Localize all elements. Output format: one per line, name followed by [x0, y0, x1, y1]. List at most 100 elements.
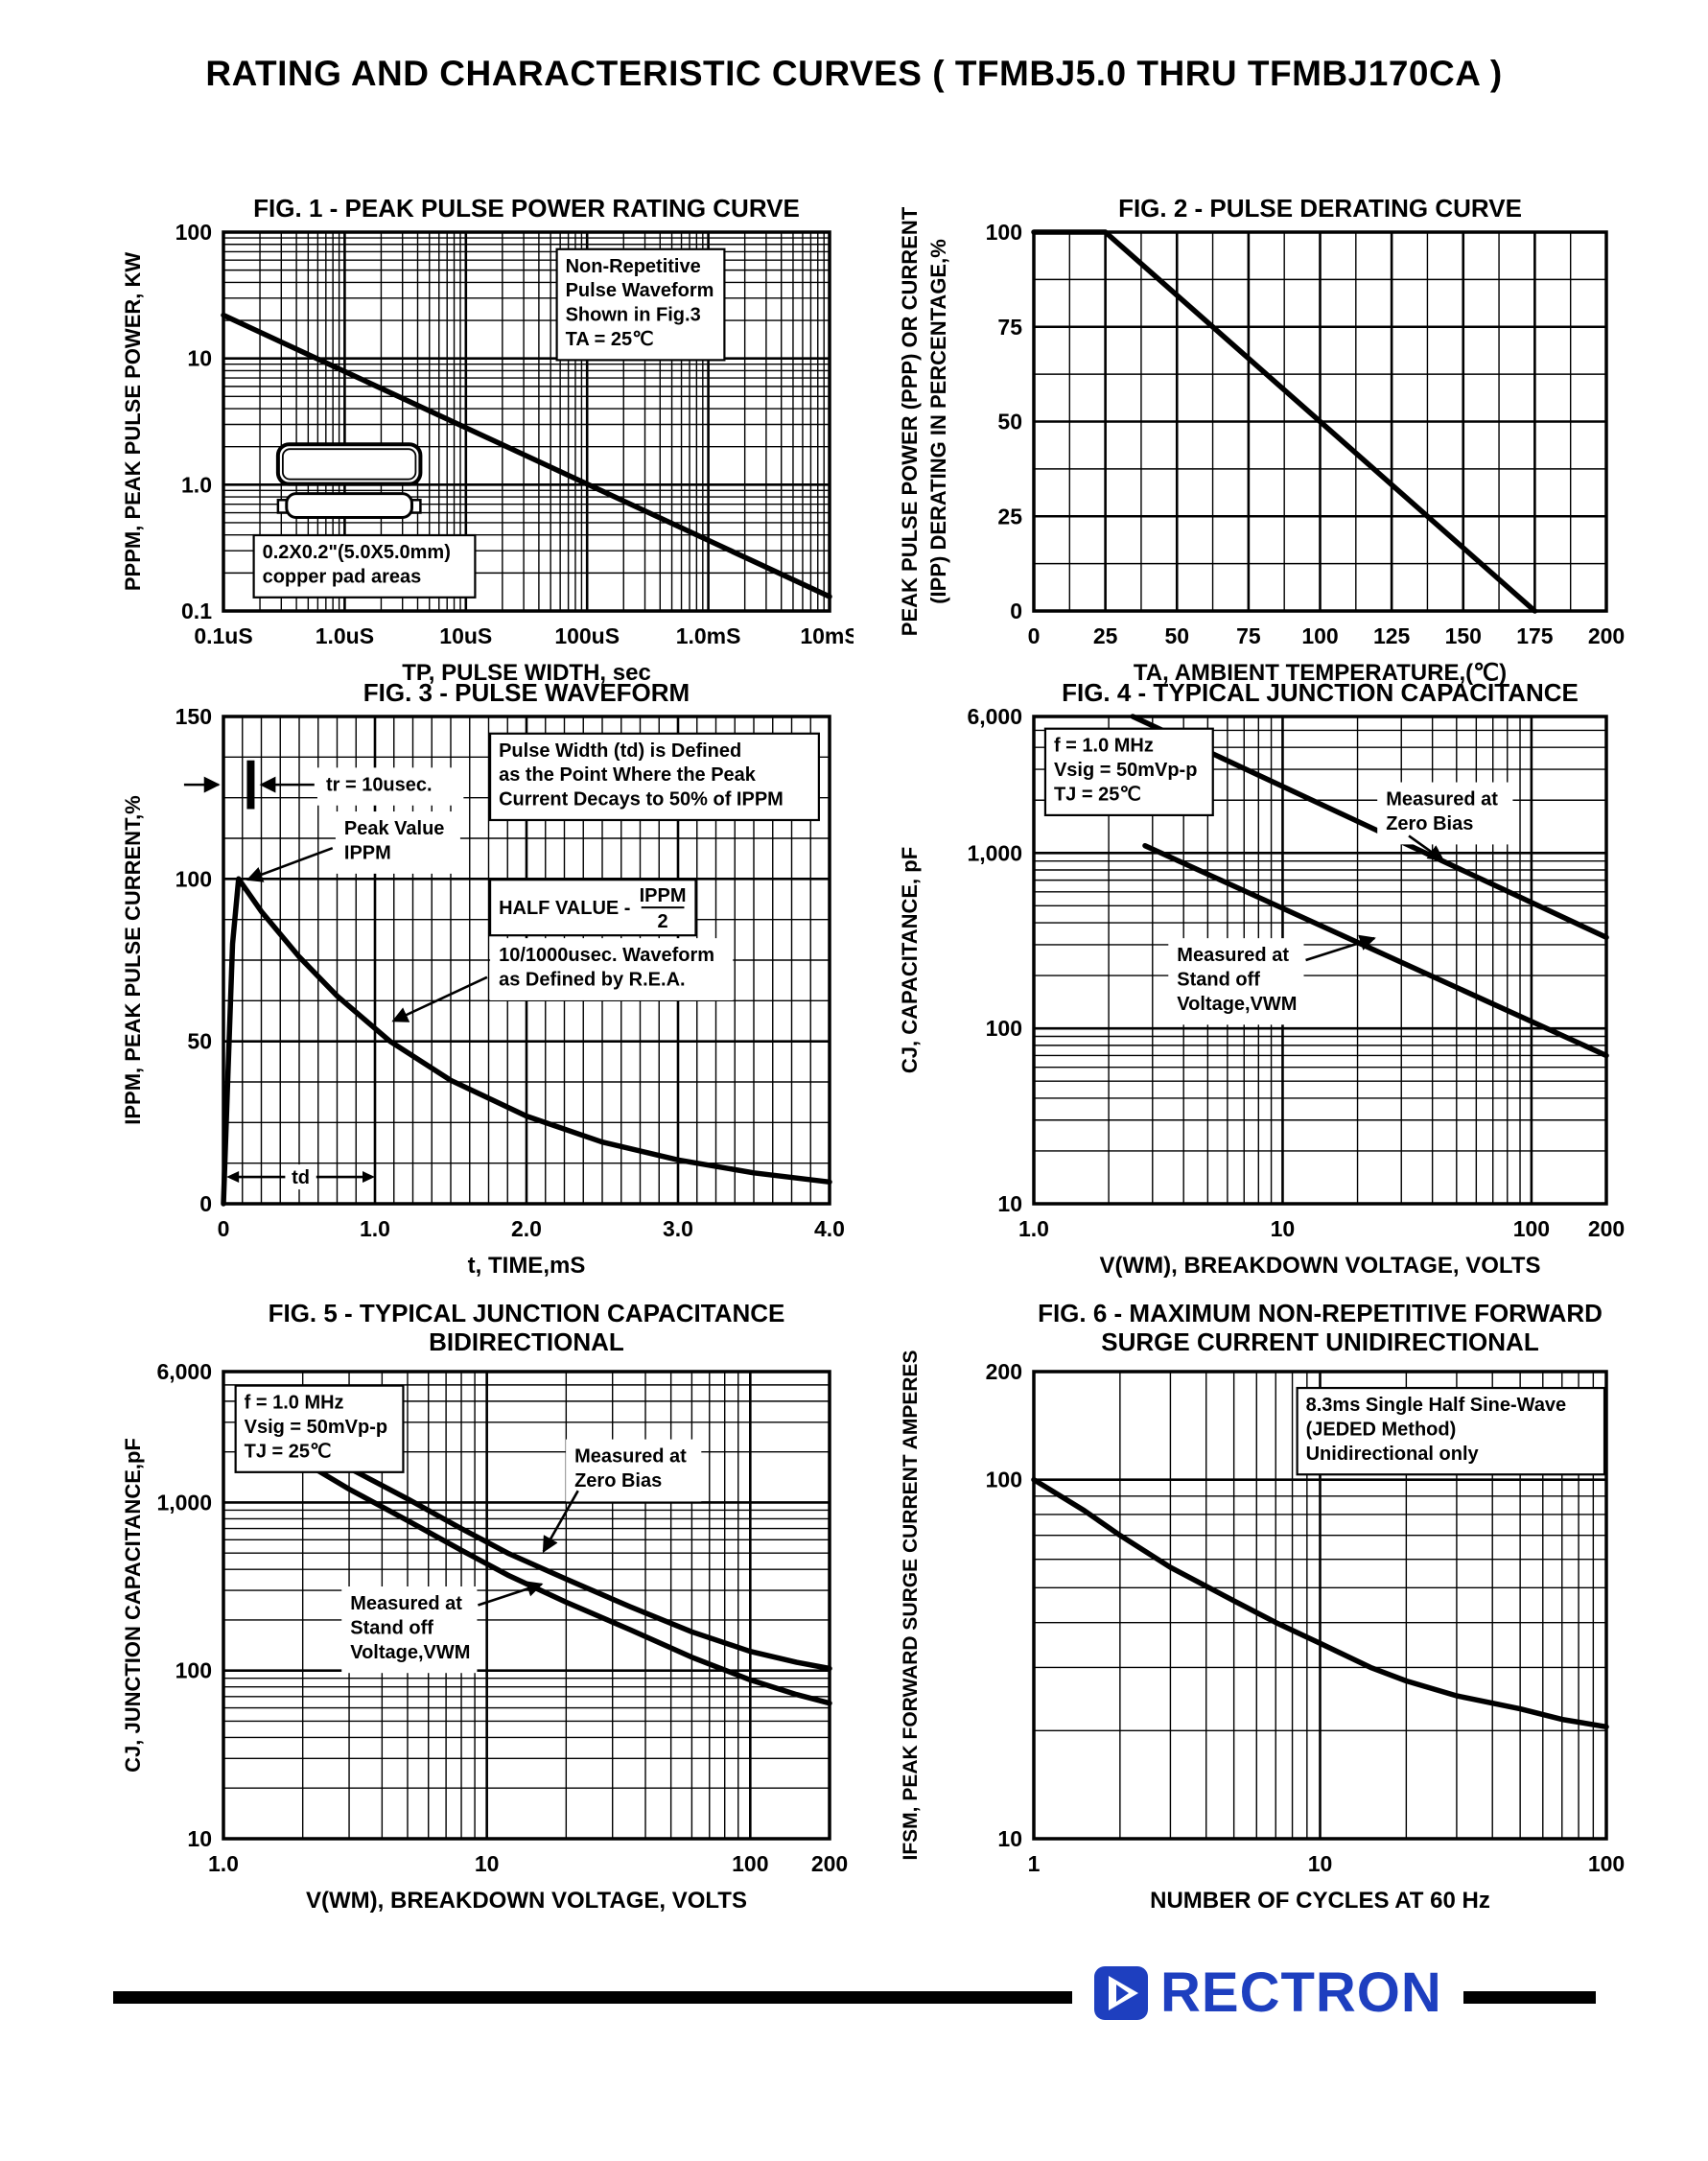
svg-text:IPPM: IPPM	[344, 842, 391, 863]
svg-text:(JEDED Method): (JEDED Method)	[1306, 1419, 1457, 1440]
x-tick-label: 100	[1513, 1216, 1550, 1241]
svg-text:Measured at: Measured at	[1177, 945, 1289, 966]
svg-text:Stand off: Stand off	[1177, 970, 1260, 991]
svg-text:Voltage,VWM: Voltage,VWM	[350, 1642, 470, 1663]
y-tick-label: 10	[187, 1826, 212, 1851]
y-tick-label: 1.0	[181, 472, 212, 497]
series-pulse-waveform-10-1000usec	[221, 876, 832, 1207]
y-tick-label: 100	[175, 1658, 212, 1683]
standoff-label: Measured at Stand off Voltage,VWM	[1168, 938, 1304, 1025]
fig6-svg: FIG. 6 - MAXIMUM NON-REPETITIVE FORWARDS…	[900, 1299, 1625, 1914]
x-axis-label: V(WM), BREAKDOWN VOLTAGE, VOLTS	[1100, 1253, 1541, 1279]
x-axis-label: t, TIME,mS	[468, 1253, 586, 1279]
series-measured-at-stand-off-voltage	[299, 1459, 832, 1706]
x-tick-label: 100	[1588, 1851, 1625, 1876]
svg-text:2: 2	[658, 911, 668, 932]
standoff-arrow	[478, 1581, 544, 1607]
series-pulse-derating	[1031, 229, 1538, 614]
chart-title: FIG. 2 - PULSE DERATING CURVE	[1118, 194, 1522, 223]
copper-pad-note: 0.2X0.2"(5.0X5.0mm) copper pad areas	[252, 533, 477, 599]
x-tick-label: 10	[1271, 1216, 1296, 1241]
y-tick-label: 100	[986, 1016, 1022, 1041]
y-tick-label: 100	[175, 866, 212, 891]
y-tick-label: 10	[187, 346, 212, 371]
x-tick-label: 200	[811, 1851, 848, 1876]
svg-text:Measured at: Measured at	[1386, 789, 1498, 810]
x-axis-label: V(WM), BREAKDOWN VOLTAGE, VOLTS	[306, 1888, 747, 1914]
test-conditions-note: f = 1.0 MHz Vsig = 50mVp-p TJ = 25℃	[234, 1384, 405, 1473]
y-tick-label: 10	[997, 1826, 1022, 1851]
svg-text:Measured at: Measured at	[574, 1446, 687, 1468]
y-axis-label: (IPP) DERATING IN PERCENTAGE,%	[926, 239, 950, 604]
y-axis-label: PPPM, PEAK PULSE POWER, KW	[121, 252, 145, 591]
non-repetitive-note: Non-Repetitive Pulse Waveform Shown in Fig…	[555, 247, 726, 362]
y-tick-label: 1,000	[967, 840, 1022, 865]
svg-text:Zero Bias: Zero Bias	[574, 1470, 662, 1492]
x-axis-label: TA, AMBIENT TEMPERATURE,(℃)	[1134, 660, 1507, 686]
y-tick-label: 0	[199, 1191, 212, 1216]
rectron-logo-text: RECTRON	[1160, 1961, 1442, 2024]
x-tick-label: 0	[1028, 623, 1041, 648]
zero-bias-arrow	[1408, 834, 1445, 861]
svg-text:IPPM: IPPM	[640, 885, 687, 906]
fig1-peak-pulse-power-rating-curve-chart: FIG. 1 - PEAK PULSE POWER RATING CURVE 0.…	[113, 184, 859, 702]
svg-text:Measured at: Measured at	[350, 1593, 462, 1614]
x-tick-label: 1.0mS	[676, 623, 741, 648]
chart-title: FIG. 6 - MAXIMUM NON-REPETITIVE FORWARD	[1038, 1299, 1603, 1327]
y-tick-label: 100	[986, 220, 1022, 245]
y-axis-label: CJ, CAPACITANCE, pF	[898, 847, 922, 1073]
svg-text:Pulse Waveform: Pulse Waveform	[566, 280, 714, 301]
td-span: td	[226, 1164, 375, 1190]
y-tick-label: 100	[175, 220, 212, 245]
tr-label: tr = 10usec.	[316, 767, 464, 806]
y-axis-label: IPPM, PEAK PULSE CURRENT,%	[121, 795, 145, 1125]
smd-package-drawing	[275, 442, 423, 520]
plot-border	[1032, 230, 1608, 613]
svg-text:tr = 10usec.: tr = 10usec.	[326, 774, 433, 795]
svg-text:Voltage,VWM: Voltage,VWM	[1177, 994, 1297, 1015]
plot-border	[1032, 1370, 1608, 1841]
chart-title: FIG. 4 - TYPICAL JUNCTION CAPACITANCE	[1062, 678, 1579, 707]
chart-title: FIG. 5 - TYPICAL JUNCTION CAPACITANCE	[269, 1299, 785, 1327]
zero-bias-arrow	[542, 1490, 579, 1553]
plot-border	[222, 230, 831, 613]
svg-text:Vsig = 50mVp-p: Vsig = 50mVp-p	[1054, 760, 1198, 781]
peak-value-arrow	[246, 846, 334, 882]
svg-text:copper pad areas: copper pad areas	[263, 566, 422, 587]
y-tick-label: 1,000	[156, 1490, 212, 1515]
chart-title: BIDIRECTIONAL	[429, 1327, 624, 1356]
y-tick-label: 50	[187, 1029, 212, 1054]
x-tick-label: 75	[1236, 623, 1261, 648]
x-tick-label: 2.0	[511, 1216, 542, 1241]
rea-note: 10/1000usec. Waveform as Defined by R.E.A…	[490, 938, 734, 1000]
x-tick-label: 10	[475, 1851, 500, 1876]
half-value-arrow	[391, 975, 488, 1022]
y-axis-label: CJ, JUNCTION CAPACITANCE,pF	[121, 1438, 145, 1773]
plot-border	[222, 1370, 831, 1841]
x-axis-label: TP, PULSE WIDTH, sec	[402, 660, 651, 686]
y-axis-label: PEAK PULSE POWER (PPP) OR CURRENT	[898, 206, 922, 636]
y-tick-label: 6,000	[967, 704, 1022, 729]
x-tick-label: 10uS	[439, 623, 492, 648]
svg-text:Non-Repetitive: Non-Repetitive	[566, 256, 701, 277]
svg-text:0.2X0.2"(5.0X5.0mm): 0.2X0.2"(5.0X5.0mm)	[263, 542, 451, 563]
fig4-svg: FIG. 4 - TYPICAL JUNCTION CAPACITANCE 1.0…	[898, 678, 1625, 1279]
y-tick-label: 0.1	[181, 599, 212, 623]
standoff-label: Measured at Stand off Voltage,VWM	[341, 1586, 478, 1674]
y-tick-label: 25	[997, 504, 1022, 529]
x-tick-label: 100	[732, 1851, 768, 1876]
chart-title: FIG. 1 - PEAK PULSE POWER RATING CURVE	[253, 194, 800, 223]
x-tick-label: 125	[1373, 623, 1411, 648]
plot-border	[222, 715, 831, 1206]
svg-text:Peak Value: Peak Value	[344, 818, 445, 839]
svg-text:8.3ms Single Half Sine-Wave: 8.3ms Single Half Sine-Wave	[1306, 1395, 1567, 1416]
svg-text:TJ = 25℃: TJ = 25℃	[245, 1441, 332, 1462]
svg-text:10/1000usec. Waveform: 10/1000usec. Waveform	[499, 945, 714, 966]
x-tick-label: 10mS	[800, 623, 854, 648]
fig2-svg: FIG. 2 - PULSE DERATING CURVE 0 25 50 75 100 1…	[898, 194, 1625, 686]
standoff-arrow	[1305, 934, 1376, 962]
plot-border	[1032, 715, 1608, 1206]
